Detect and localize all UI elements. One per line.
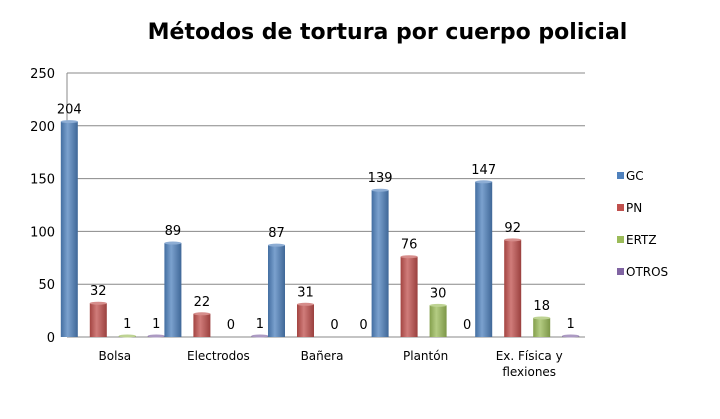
legend-swatch-pn [617, 204, 624, 211]
bar-cap-pn [89, 301, 107, 305]
x-tick-label: Ex. Física y [496, 349, 563, 363]
legend-label-ertz: ERTZ [626, 233, 657, 247]
data-label: 31 [297, 285, 314, 300]
data-label: 89 [165, 224, 182, 239]
bar-layer [60, 120, 580, 338]
data-label: 0 [227, 318, 235, 333]
y-tick-label: 200 [30, 120, 55, 135]
data-label: 139 [368, 171, 393, 186]
bar-pn [504, 239, 522, 337]
bar-cap-otros [562, 334, 580, 338]
data-label: 0 [359, 318, 367, 333]
bar-cap-gc [475, 180, 493, 184]
bar-cap-otros [147, 334, 165, 338]
data-label: 0 [463, 318, 471, 333]
data-label: 92 [504, 221, 521, 236]
data-label: 87 [268, 226, 285, 241]
bar-cap-ertz [533, 316, 551, 320]
bar-pn [89, 303, 107, 337]
x-tick-label: Plantón [403, 349, 448, 363]
data-label: 1 [256, 317, 264, 332]
data-label: 0 [330, 318, 338, 333]
x-tick-label: Bañera [301, 349, 344, 363]
legend-label-pn: PN [626, 201, 642, 215]
y-tick-label: 150 [30, 173, 55, 188]
x-tick-label: Electrodos [187, 349, 250, 363]
y-tick-label: 50 [38, 278, 55, 293]
bar-pn [193, 313, 211, 337]
bar-gc [164, 243, 182, 337]
y-tick-label: 0 [47, 331, 55, 346]
label-layer: 204 32 1 1 89 22 0 1 87 31 0 0 139 76 30 0 147 92 18 1 [57, 103, 575, 333]
bar-cap-pn [193, 312, 211, 316]
bar-gc [371, 190, 389, 337]
legend-swatch-otros [617, 268, 624, 275]
data-label: 30 [430, 286, 447, 301]
legend-label-gc: GC [626, 169, 644, 183]
chart-title: Métodos de tortura por cuerpo policial [147, 20, 628, 45]
legend-label-otros: OTROS [626, 265, 668, 279]
bar-cap-ertz [429, 303, 447, 307]
data-label: 147 [471, 163, 496, 178]
data-label: 18 [533, 299, 550, 314]
data-label: 32 [90, 284, 107, 299]
bar-cap-otros [251, 334, 269, 338]
bar-gc [268, 245, 285, 337]
bar-pn [400, 256, 418, 337]
grid-layer [67, 72, 585, 285]
data-label: 1 [152, 317, 160, 332]
x-tick-label: Bolsa [99, 349, 132, 363]
bar-cap-gc [268, 243, 285, 247]
bar-ertz [429, 305, 447, 337]
legend-swatch-gc [617, 172, 624, 179]
bar-cap-gc [164, 241, 182, 245]
bar-cap-gc [371, 188, 389, 192]
data-label: 22 [194, 295, 211, 310]
y-tick-label: 250 [30, 67, 55, 82]
bar-gc [475, 181, 493, 337]
legend: GC PN ERTZ OTROS [617, 169, 668, 279]
bar-cap-gc [60, 120, 78, 124]
y-tick-label: 100 [30, 225, 55, 240]
legend-swatch-ertz [617, 236, 624, 243]
bar-ertz [533, 317, 551, 337]
x-tick-label: flexiones [502, 365, 556, 379]
data-label: 204 [57, 103, 82, 118]
bar-cap-pn [504, 238, 522, 242]
bar-cap-ertz [118, 334, 136, 338]
bar-cap-pn [297, 302, 314, 306]
bar-cap-pn [400, 255, 418, 259]
data-label: 1 [567, 317, 575, 332]
bar-pn [297, 304, 314, 337]
bar-gc [60, 121, 78, 338]
data-label: 76 [401, 238, 418, 253]
data-label: 1 [123, 317, 131, 332]
